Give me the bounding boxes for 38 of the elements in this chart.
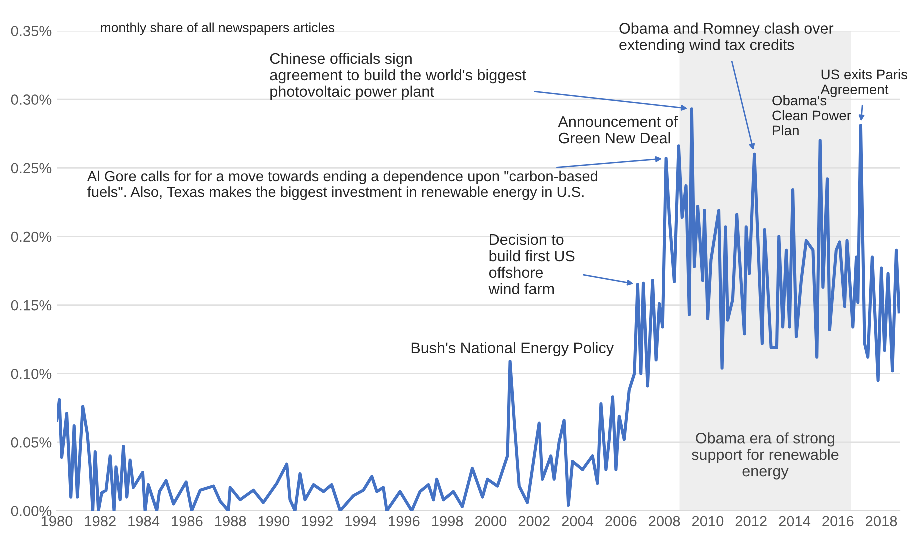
- x-tick-label: 2004: [562, 516, 594, 527]
- annotation: Obama and Romney clash over extending wind tax credits: [620, 22, 834, 54]
- x-tick-label: 2010: [692, 516, 724, 527]
- band-label: Obama era of strong support for renewable energy: [692, 432, 839, 480]
- y-tick-label: 0.35%: [11, 26, 52, 36]
- annotation: Chinese officials sign agreement to build the world's biggest photovoltaic power plant: [270, 52, 526, 100]
- y-tick-label: 0.20%: [11, 232, 52, 242]
- annotation: Decision to build first US offshore wind farm: [488, 234, 575, 295]
- y-tick-label: 0.10%: [11, 368, 52, 380]
- x-tick-label: 2006: [606, 516, 637, 527]
- x-tick-label: 1994: [346, 516, 377, 527]
- x-tick-label: 2014: [779, 516, 811, 527]
- line-series: [57, 108, 900, 511]
- x-tick-label: 2002: [518, 516, 550, 527]
- x-tick-label: 2018: [866, 516, 898, 527]
- y-tick-label: 0.15%: [11, 300, 52, 311]
- annotation: Bush's National Energy Policy: [412, 342, 614, 357]
- annotation: Al Gore calls for for a move towards ending a dependence upon "carbon-based fuels". Also, Texas makes the biggest investment in renewable energy in U.S.: [87, 170, 598, 200]
- annotation: US exits Paris Agreement: [820, 69, 908, 98]
- x-tick-label: 1980: [42, 516, 73, 527]
- x-tick-label: 2012: [736, 516, 767, 527]
- x-tick-label: 1988: [215, 516, 246, 527]
- x-tick-label: 1992: [302, 516, 333, 527]
- x-tick-label: 1982: [85, 516, 116, 527]
- x-tick-label: 1990: [258, 516, 290, 527]
- x-tick-label: 1986: [172, 516, 203, 527]
- x-tick-label: 2008: [649, 516, 680, 527]
- x-tick-label: 2000: [475, 516, 507, 527]
- x-tick-label: 2016: [822, 516, 854, 527]
- y-tick-label: 0.25%: [11, 163, 52, 174]
- y-tick-label: 0.05%: [11, 438, 52, 448]
- annotation: Announcement of Green New Deal: [558, 116, 678, 144]
- y-tick-label: 0.00%: [11, 506, 52, 516]
- y-tick-label: 0.30%: [11, 94, 52, 105]
- x-tick-label: 1984: [128, 516, 160, 527]
- annotation: monthly share of all newspapers articles: [101, 22, 335, 36]
- x-tick-label: 1998: [432, 516, 464, 527]
- x-tick-label: 1996: [389, 516, 420, 527]
